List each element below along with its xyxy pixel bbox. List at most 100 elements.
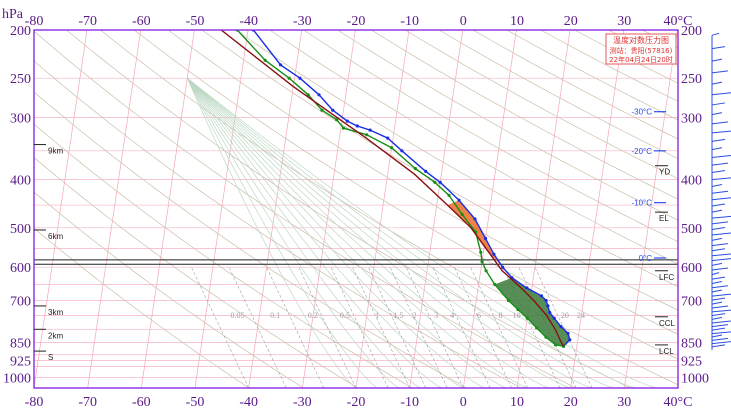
plot-frame [34,30,678,388]
wind-barb [712,216,731,218]
mixing-ratio-label: 24 [577,311,585,320]
wind-barb [712,294,731,296]
level-marker-label: YD [659,168,670,177]
wind-barb [712,254,731,256]
y-tick-label-right: 500 [681,222,702,237]
x-tick-label-bottom: 10 [510,395,524,410]
level-marker-label: EL [659,214,669,223]
wind-barb [712,317,722,319]
wind-barb [712,148,722,150]
dewpoint-point [365,133,368,136]
dry-adiabat [0,30,521,388]
isotherm-line [463,30,516,388]
dewpoint-point [264,59,267,62]
dewpoint-point [461,213,464,216]
x-tick-label-top: -40 [239,14,258,29]
x-tick-label-bottom: 0 [460,395,467,410]
isotherm-line [88,30,141,388]
height-marker-label: 9km [48,147,63,156]
y-tick-label-right: 850 [681,336,702,351]
temperature-point [501,266,504,269]
x-tick-label-top: 20 [564,14,578,29]
height-marker-label: S [48,353,53,362]
y-tick-label-left: 600 [10,261,31,276]
wind-barb [712,103,725,105]
wind-barb [712,131,731,133]
y-unit-label: hPa [2,7,24,22]
wind-barb [712,281,722,283]
isotherm-line [249,30,302,388]
temperature-point [492,253,495,256]
mixing-ratio-label: 10 [513,311,521,320]
temperature-point [356,124,359,127]
mixing-ratio-label: 2 [413,311,417,320]
wind-barb [712,33,719,35]
temperature-point [559,325,562,328]
y-tick-label-left: 850 [10,336,31,351]
dewpoint-point [526,317,529,320]
x-tick-label-bottom: 40°C [664,395,693,410]
wind-barb [712,314,725,316]
wind-barb [712,325,728,327]
temperature-point [546,304,549,307]
wind-barb [712,139,725,141]
wind-barb [712,286,728,288]
dry-adiabat [0,30,249,388]
dewpoint-point [288,77,291,80]
mixing-ratio-line [299,267,356,388]
mixing-ratio-line [191,267,248,388]
title-box: 温度对数压力图 测站：贵阳(57816) 22年04月24日20时 [606,34,676,64]
wind-barb [712,210,722,212]
dry-adiabat [168,30,731,388]
wind-barb [712,198,731,200]
y-tick-label-left: 400 [10,174,31,189]
dewpoint-point [507,299,510,302]
temperature-point [553,317,556,320]
dewpoint-point [493,283,496,286]
wind-barb [712,249,725,251]
wind-barb [712,332,731,334]
dry-adiabat [304,30,731,388]
wind-barb [712,338,728,340]
station-label: 测站：贵阳(57816) [610,46,673,55]
dry-adiabat [134,30,731,388]
temperature-point [548,311,551,314]
x-tick-label-top: 30 [617,14,631,29]
temperature-point [439,181,442,184]
isotherm-line [624,30,677,388]
mixing-ratio-label: 6 [477,311,481,320]
mixing-ratio-line [229,267,286,388]
wind-barb [712,273,719,275]
chart-title: 温度对数压力图 [613,35,669,45]
mixing-ratio-label: 4 [450,311,454,320]
height-marker-label: 2km [48,331,63,340]
dewpoint-point [535,326,538,329]
temperature-point [457,199,460,202]
temperature-point [473,217,476,220]
x-tick-label-top: -50 [186,14,205,29]
wind-barb [712,228,725,230]
mixing-ratio-label: 0.2 [308,311,318,320]
y-tick-label-left: 300 [10,112,31,127]
mixing-ratio-label: 1.5 [394,311,404,320]
y-tick-label-left: 1000 [3,372,31,387]
temperature-point [566,332,569,335]
mixing-ratio-label: 8 [499,311,503,320]
wind-barb [712,268,728,270]
wind-barb [712,298,725,300]
dewpoint-point [516,308,519,311]
wind-barb [712,302,722,304]
dewpoint-point [554,343,557,346]
wind-barb [712,204,725,206]
mixing-ratio-label: 1 [375,311,379,320]
dewpoint-point [433,181,436,184]
mixing-ratio-label: 20 [561,311,569,320]
temperature-point [386,137,389,140]
temperature-point [484,237,487,240]
temperature-point [317,93,320,96]
temperature-point [540,294,543,297]
wind-barb [712,59,722,61]
dewpoint-point [447,194,450,197]
mixing-ratio-label: 3 [434,311,438,320]
temperature-point [568,338,571,341]
